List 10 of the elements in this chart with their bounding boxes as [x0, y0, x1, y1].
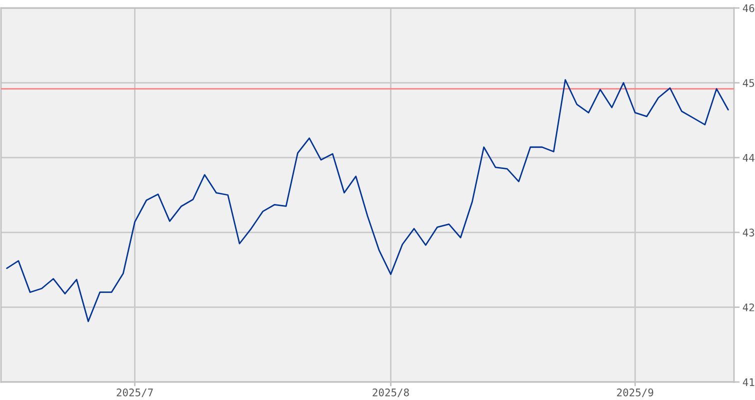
y-tick-label: 42: [742, 303, 754, 312]
line-series: [6, 79, 729, 322]
x-tick-label: 2025/8: [372, 388, 409, 398]
y-tick-label: 43: [742, 228, 754, 237]
y-tick-label: 44: [742, 154, 754, 162]
y-tick-label: 46: [742, 4, 754, 12]
y-tick-label: 45: [742, 79, 754, 87]
x-tick-label: 2025/7: [116, 388, 153, 398]
x-tick-label: 2025/9: [617, 388, 654, 398]
y-tick-label: 41: [742, 378, 754, 386]
